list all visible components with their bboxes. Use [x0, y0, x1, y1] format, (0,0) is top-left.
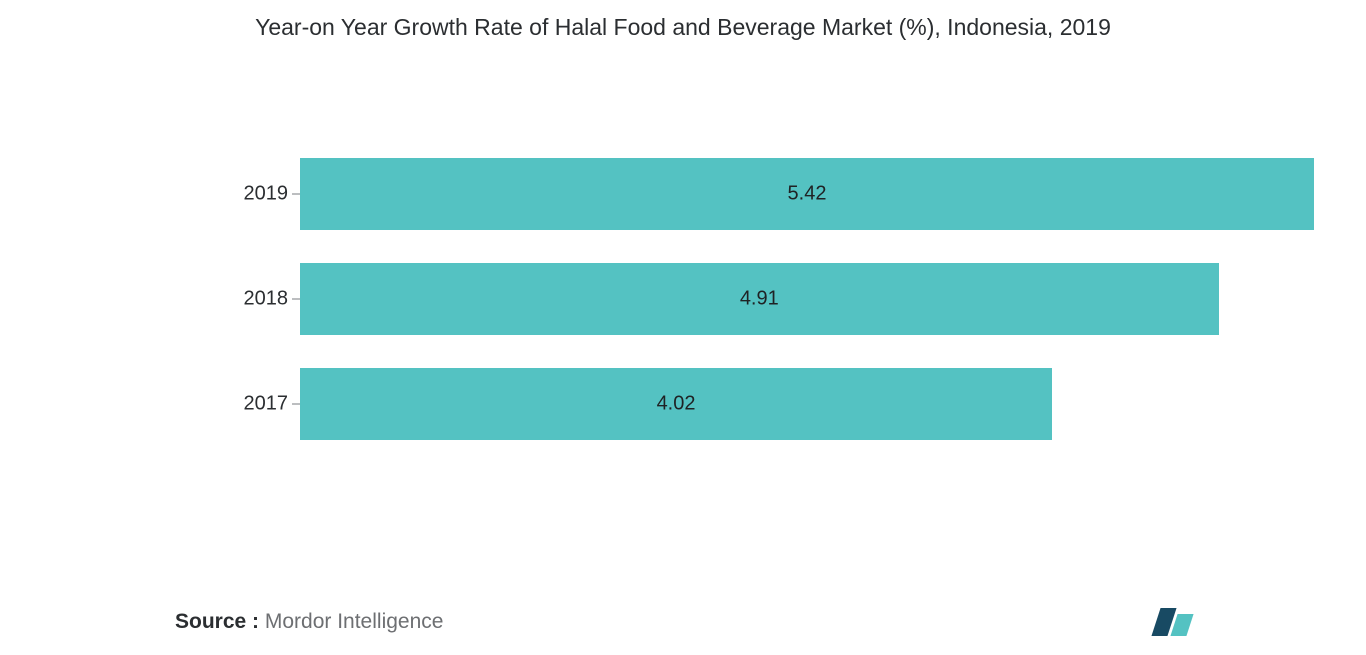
bar-value-label: 4.02	[657, 393, 696, 416]
source-label: Source :	[175, 610, 265, 633]
y-axis-tick	[292, 194, 300, 195]
mordor-logo-icon	[1156, 608, 1190, 636]
logo-shard-2	[1170, 614, 1193, 636]
source-value: Mordor Intelligence	[265, 610, 444, 633]
bar-row: 20195.42	[300, 158, 1314, 230]
y-axis-tick	[292, 299, 300, 300]
chart-footer: Source : Mordor Intelligence	[175, 608, 1190, 636]
bar-value-label: 4.91	[740, 288, 779, 311]
bar-row: 20174.02	[300, 368, 1314, 440]
bar-value-label: 5.42	[788, 183, 827, 206]
source-line: Source : Mordor Intelligence	[175, 610, 443, 634]
y-axis-tick	[292, 404, 300, 405]
bar-row: 20184.91	[300, 263, 1314, 335]
chart-plot-area: 20195.42 20184.91 20174.02	[300, 90, 1314, 520]
chart-title: Year-on Year Growth Rate of Halal Food a…	[0, 14, 1366, 41]
